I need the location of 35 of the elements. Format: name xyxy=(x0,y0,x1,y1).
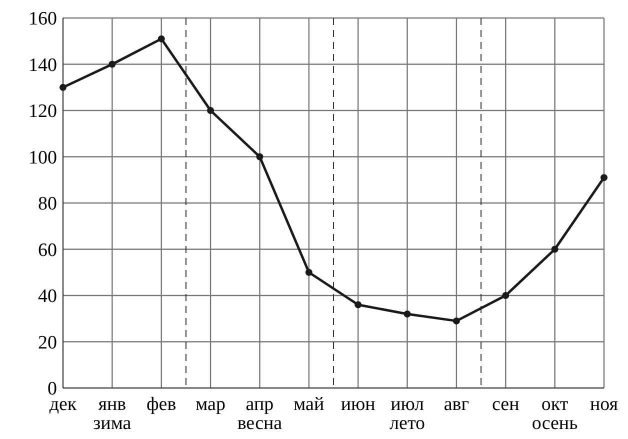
point xyxy=(60,84,66,91)
point xyxy=(256,153,264,160)
point xyxy=(404,310,411,318)
x-tick-label: июн xyxy=(340,394,376,415)
y-tick-label: 60 xyxy=(38,240,57,261)
y-tick-label: 100 xyxy=(28,147,57,168)
text: осень xyxy=(532,413,578,434)
text: зима xyxy=(93,413,132,434)
x-tick-label: янв xyxy=(98,394,126,415)
point xyxy=(354,301,362,308)
point xyxy=(158,35,165,42)
x-tick-label: авг xyxy=(444,394,470,415)
point xyxy=(502,292,510,299)
x-tick-label: сен xyxy=(492,394,520,415)
x-tick-label: апр xyxy=(246,394,274,415)
y-tick-label: 160 xyxy=(28,8,57,30)
point xyxy=(305,268,312,276)
x-tick-label: июл xyxy=(390,394,424,415)
text: лето xyxy=(390,413,426,434)
point xyxy=(551,246,558,253)
x-tick-label: окт xyxy=(541,394,569,415)
point xyxy=(108,60,116,68)
point xyxy=(600,174,608,182)
y-tick-label: 140 xyxy=(28,54,57,76)
y-tick-label: 120 xyxy=(28,101,57,122)
y-tick-label: 40 xyxy=(38,286,57,308)
x-tick-label: мар xyxy=(196,394,226,415)
point xyxy=(452,317,460,324)
x-tick-label: май xyxy=(294,394,324,415)
text: весна xyxy=(237,413,283,434)
point xyxy=(207,107,214,114)
y-tick-label: 80 xyxy=(38,194,57,215)
x-tick-label: фев xyxy=(146,394,176,415)
y-tick-label: 20 xyxy=(38,332,57,354)
x-tick-label: ноя xyxy=(590,394,618,415)
